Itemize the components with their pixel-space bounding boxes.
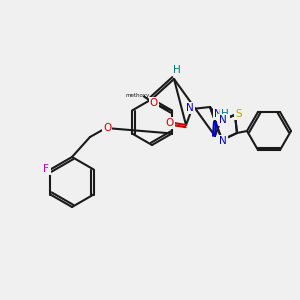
Text: H: H [221,109,229,119]
Text: F: F [44,164,49,173]
Text: N: N [186,103,194,113]
Text: H: H [173,65,181,75]
Text: O: O [166,118,174,128]
Text: O: O [150,98,158,109]
Text: S: S [236,109,242,119]
Text: N: N [219,115,227,125]
Text: methoxy: methoxy [126,93,150,98]
Text: N: N [214,109,222,119]
Text: N: N [219,136,227,146]
Text: O: O [103,123,111,133]
